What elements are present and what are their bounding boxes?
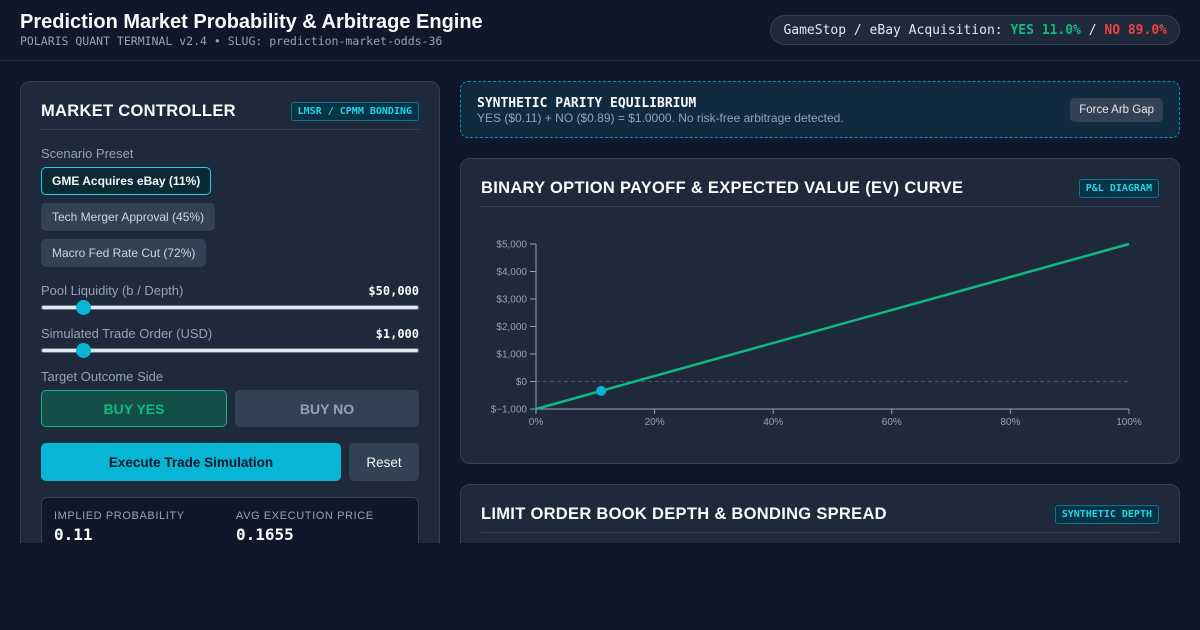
liquidity-slider[interactable] <box>41 300 419 315</box>
trade-label: Simulated Trade Order (USD) <box>41 326 213 341</box>
page-footer-space <box>0 543 1200 630</box>
depth-tag: SYNTHETIC DEPTH <box>1054 505 1159 524</box>
force-arb-gap-button[interactable]: Force Arb Gap <box>1070 98 1163 122</box>
order-book-panel: LIMIT ORDER BOOK DEPTH & BONDING SPREAD … <box>460 484 1180 543</box>
panel-header: LIMIT ORDER BOOK DEPTH & BONDING SPREAD … <box>481 505 1159 533</box>
panel-header: BINARY OPTION PAYOFF & EXPECTED VALUE (E… <box>481 179 1159 207</box>
side-label: Target Outcome Side <box>41 369 164 384</box>
trade-track <box>41 348 419 353</box>
ticker-separator: / <box>1080 22 1105 38</box>
parity-banner: SYNTHETIC PARITY EQUILIBRIUM YES ($0.11)… <box>460 81 1180 138</box>
preset-fed-rate-cut[interactable]: Macro Fed Rate Cut (72%) <box>41 239 207 267</box>
trade-thumb[interactable] <box>75 343 91 358</box>
x-tick-label: 0% <box>529 417 544 428</box>
x-tick-label: 60% <box>882 417 902 428</box>
model-tag: LMSR / CPMM BONDING <box>290 102 419 121</box>
trade-slider[interactable] <box>41 343 419 358</box>
market-ticker: GameStop / eBay Acquisition: YES 11.0% /… <box>770 15 1180 45</box>
x-tick-label: 80% <box>1000 417 1020 428</box>
liquidity-track <box>41 305 419 310</box>
buy-no-button[interactable]: BUY NO <box>235 390 419 427</box>
page-subtitle: POLARIS QUANT TERMINAL v2.4 • SLUG: pred… <box>20 34 443 48</box>
panel-header: MARKET CONTROLLER LMSR / CPMM BONDING <box>41 102 419 130</box>
stats-box: IMPLIED PROBABILITY 0.11 AVG EXECUTION P… <box>41 497 419 543</box>
payoff-line <box>535 242 1130 411</box>
payoff-chart: $5,000 $4,000 $3,000 $2,000 $1,000 $0 $−1,0000… <box>491 240 1142 429</box>
execute-trade-button[interactable]: Execute Trade Simulation <box>41 443 341 481</box>
ticker-no: NO 89.0% <box>1104 22 1167 38</box>
parity-title: SYNTHETIC PARITY EQUILIBRIUM <box>477 96 697 111</box>
y-tick-label: $1,000 <box>496 350 527 361</box>
stat-value: 0.1655 <box>236 525 294 543</box>
market-controller-panel: MARKET CONTROLLER LMSR / CPMM BONDING Sc… <box>20 81 440 543</box>
stat-value: 0.11 <box>54 525 93 543</box>
pnl-tag: P&L DIAGRAM <box>1078 179 1159 198</box>
app-header: Prediction Market Probability & Arbitrag… <box>0 0 1200 61</box>
y-tick-label: $3,000 <box>496 295 527 306</box>
ticker-yes: YES 11.0% <box>1010 22 1081 38</box>
x-tick-label: 20% <box>645 417 665 428</box>
y-tick-label: $0 <box>516 377 528 388</box>
current-position-marker <box>596 385 607 396</box>
y-tick-label: $−1,000 <box>491 405 528 416</box>
preset-gme-ebay[interactable]: GME Acquires eBay (11%) <box>41 167 212 195</box>
page-title: Prediction Market Probability & Arbitrag… <box>20 11 483 33</box>
stat-label: IMPLIED PROBABILITY <box>54 510 185 522</box>
parity-description: YES ($0.11) + NO ($0.89) = $1.0000. No r… <box>477 111 844 125</box>
ticker-market: GameStop / eBay Acquisition: <box>783 22 1011 38</box>
y-tick-label: $5,000 <box>496 240 527 251</box>
panel-title: LIMIT ORDER BOOK DEPTH & BONDING SPREAD <box>481 505 887 523</box>
stat-avg-execution-price: AVG EXECUTION PRICE 0.1655 <box>236 510 374 543</box>
panel-title: BINARY OPTION PAYOFF & EXPECTED VALUE (E… <box>481 179 964 197</box>
scenario-label: Scenario Preset <box>41 146 134 161</box>
x-tick-label: 40% <box>763 417 783 428</box>
preset-tech-merger[interactable]: Tech Merger Approval (45%) <box>41 203 216 231</box>
liquidity-label: Pool Liquidity (b / Depth) <box>41 283 184 298</box>
stat-implied-probability: IMPLIED PROBABILITY 0.11 <box>54 510 236 543</box>
liquidity-thumb[interactable] <box>75 300 91 315</box>
stat-label: AVG EXECUTION PRICE <box>236 510 374 522</box>
payoff-chart-panel: BINARY OPTION PAYOFF & EXPECTED VALUE (E… <box>460 158 1180 464</box>
x-tick-label: 100% <box>1116 417 1142 428</box>
buy-yes-button[interactable]: BUY YES <box>41 390 227 427</box>
panel-title: MARKET CONTROLLER <box>41 102 236 120</box>
liquidity-value: $50,000 <box>368 283 419 298</box>
main-content: MARKET CONTROLLER LMSR / CPMM BONDING Sc… <box>0 61 1200 543</box>
y-tick-label: $2,000 <box>496 322 527 333</box>
trade-value: $1,000 <box>375 326 419 341</box>
reset-button[interactable]: Reset <box>349 443 419 481</box>
y-tick-label: $4,000 <box>496 267 527 278</box>
